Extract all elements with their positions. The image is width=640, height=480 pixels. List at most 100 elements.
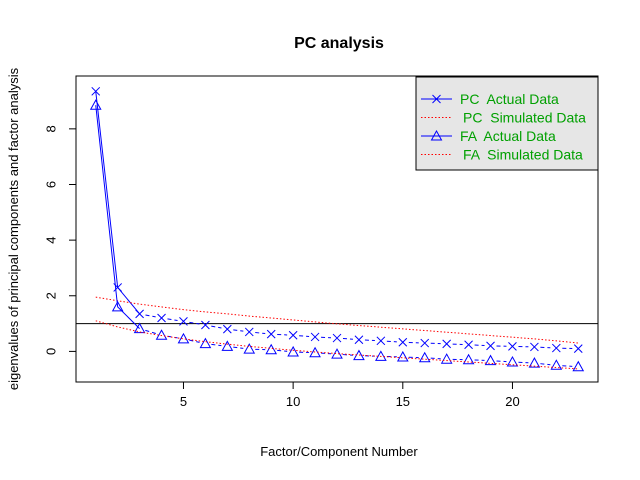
x-marker-stroke bbox=[113, 283, 123, 292]
series-line-segment bbox=[321, 352, 332, 355]
series-line-segment bbox=[299, 335, 310, 337]
data-point-x-marker bbox=[179, 317, 188, 326]
x-marker-stroke bbox=[573, 344, 583, 353]
series-line-segment bbox=[386, 340, 397, 343]
x-marker-stroke bbox=[551, 343, 561, 353]
data-point-x-marker bbox=[91, 86, 101, 96]
y-tick-label: 8 bbox=[44, 125, 59, 132]
legend-x-marker bbox=[432, 94, 441, 104]
legend-label: PC Actual Data bbox=[460, 91, 559, 107]
series-line-segment bbox=[321, 336, 332, 339]
x-marker-stroke bbox=[179, 317, 188, 326]
x-marker-stroke bbox=[464, 340, 473, 350]
data-point-triangle-marker bbox=[462, 353, 475, 365]
data-point-x-marker bbox=[420, 338, 430, 348]
data-point-triangle-marker bbox=[528, 357, 541, 368]
data-point-x-marker bbox=[530, 342, 539, 352]
series-line-segment bbox=[189, 339, 200, 343]
data-point-x-marker bbox=[376, 336, 386, 346]
data-point-triangle-marker bbox=[484, 354, 497, 366]
y-tick-label: 6 bbox=[44, 181, 59, 188]
series-line-segment bbox=[145, 329, 156, 334]
data-point-triangle-marker bbox=[418, 351, 431, 363]
x-marker-stroke bbox=[244, 327, 254, 337]
data-point-triangle-marker bbox=[265, 343, 278, 355]
series-1 bbox=[91, 86, 583, 353]
data-point-triangle-marker bbox=[243, 343, 256, 354]
series-line-segment bbox=[342, 354, 353, 356]
series-line-segment bbox=[364, 339, 375, 342]
data-point-x-marker bbox=[398, 337, 408, 347]
data-point-triangle-marker bbox=[396, 350, 409, 362]
data-point-x-marker bbox=[442, 339, 452, 349]
series-line-segment bbox=[233, 346, 244, 349]
x-tick-label: 20 bbox=[505, 394, 519, 409]
x-marker-stroke bbox=[222, 324, 232, 334]
x-marker-stroke bbox=[420, 338, 430, 348]
data-point-x-marker bbox=[464, 340, 473, 350]
series-2 bbox=[95, 296, 579, 344]
series-line-segment bbox=[562, 365, 573, 367]
x-marker-stroke bbox=[530, 342, 539, 352]
data-point-triangle-marker bbox=[133, 322, 146, 334]
series-line bbox=[95, 91, 140, 315]
series-line-segment bbox=[518, 361, 529, 364]
data-point-triangle-marker bbox=[353, 349, 365, 361]
data-point-x-marker bbox=[266, 329, 276, 339]
legend-triangle-marker bbox=[430, 129, 443, 141]
data-point-x-marker bbox=[244, 327, 254, 337]
series-line-segment bbox=[540, 363, 551, 366]
data-point-triangle-marker bbox=[155, 329, 168, 340]
data-point-x-marker bbox=[486, 341, 495, 351]
series-3 bbox=[89, 99, 585, 372]
chart-title: PC analysis bbox=[294, 35, 384, 52]
y-tick-label: 2 bbox=[44, 292, 59, 299]
plot-frame bbox=[75, 75, 599, 383]
legend-label: PC Simulated Data bbox=[463, 110, 586, 126]
series-line-segment bbox=[233, 329, 244, 332]
series-line-segment bbox=[342, 338, 353, 340]
x-marker-stroke bbox=[157, 313, 166, 323]
legend-entry: PC Simulated Data bbox=[421, 110, 586, 126]
legend-entry: PC Actual Data bbox=[421, 91, 559, 107]
series-line-segment bbox=[255, 332, 266, 335]
legend: PC Actual Data PC Simulated Data FA Actual… bbox=[415, 76, 599, 171]
y-axis-label: eigenvalues of principal components and … bbox=[6, 67, 21, 390]
x-axis-label: Factor/Component Number bbox=[260, 444, 418, 459]
data-point-triangle-marker bbox=[440, 353, 453, 364]
series-line-segment bbox=[211, 325, 222, 329]
data-point-x-marker bbox=[354, 335, 364, 345]
x-tick-label: 15 bbox=[396, 394, 410, 409]
data-point-x-marker bbox=[551, 343, 561, 353]
series-line-segment bbox=[189, 321, 200, 325]
x-marker-stroke bbox=[288, 330, 298, 340]
x-marker-stroke bbox=[398, 337, 408, 347]
data-point-triangle-marker bbox=[287, 345, 299, 357]
series-line-segment bbox=[167, 318, 178, 321]
data-point-triangle-marker bbox=[331, 348, 343, 359]
series-line-segment bbox=[211, 343, 222, 347]
series-line-segment bbox=[496, 360, 507, 363]
x-marker-stroke bbox=[310, 332, 320, 342]
data-point-x-marker bbox=[573, 344, 583, 353]
data-point-triangle-marker bbox=[572, 360, 585, 372]
series-line-segment bbox=[430, 357, 441, 360]
y-tick-label: 0 bbox=[44, 348, 59, 355]
legend-label: FA Actual Data bbox=[460, 128, 556, 144]
x-marker-stroke bbox=[332, 333, 342, 343]
data-point-x-marker bbox=[310, 332, 320, 342]
data-point-triangle-marker bbox=[89, 99, 102, 110]
data-point-x-marker bbox=[332, 333, 342, 343]
y-tick-label: 4 bbox=[44, 237, 59, 244]
series-line-segment bbox=[145, 314, 156, 318]
x-marker-stroke bbox=[508, 342, 517, 351]
data-point-triangle-marker bbox=[375, 350, 387, 361]
x-marker-stroke bbox=[266, 329, 276, 339]
x-marker-stroke bbox=[376, 336, 386, 346]
data-point-x-marker bbox=[222, 324, 232, 334]
data-point-x-marker bbox=[201, 320, 210, 330]
x-tick-label: 10 bbox=[286, 394, 300, 409]
data-point-triangle-marker bbox=[177, 332, 190, 344]
data-point-triangle-marker bbox=[221, 340, 234, 351]
